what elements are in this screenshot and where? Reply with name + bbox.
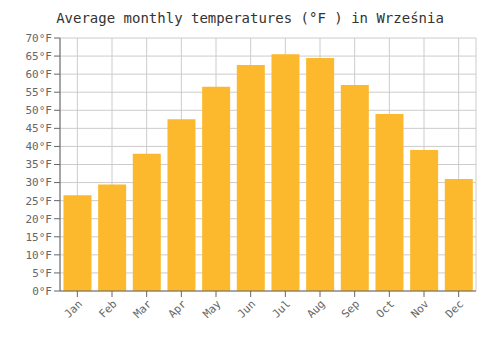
svg-text:Dec: Dec bbox=[443, 297, 466, 320]
svg-text:30°F: 30°F bbox=[26, 176, 53, 189]
svg-text:Aug: Aug bbox=[304, 297, 327, 320]
svg-text:70°F: 70°F bbox=[26, 32, 53, 45]
svg-text:55°F: 55°F bbox=[26, 86, 53, 99]
svg-text:May: May bbox=[200, 297, 224, 321]
svg-text:45°F: 45°F bbox=[26, 122, 53, 135]
svg-text:65°F: 65°F bbox=[26, 50, 53, 63]
svg-text:20°F: 20°F bbox=[26, 213, 53, 226]
svg-text:Jun: Jun bbox=[235, 297, 258, 320]
svg-text:Oct: Oct bbox=[374, 297, 397, 320]
svg-text:Jan: Jan bbox=[62, 297, 85, 320]
html-text:Average monthly temperatures (: Average monthly temperatures (°F ) in Wr… bbox=[56, 10, 444, 26]
svg-text:15°F: 15°F bbox=[26, 231, 53, 244]
svg-text:Mar: Mar bbox=[131, 297, 155, 321]
svg-text:Apr: Apr bbox=[166, 297, 190, 321]
svg-text:40°F: 40°F bbox=[26, 140, 53, 153]
svg-text:25°F: 25°F bbox=[26, 195, 53, 208]
svg-text:Jul: Jul bbox=[270, 297, 293, 320]
svg-text:50°F: 50°F bbox=[26, 104, 53, 117]
svg-text:5°F: 5°F bbox=[32, 267, 52, 280]
svg-text:35°F: 35°F bbox=[26, 158, 53, 171]
svg-text:0°F: 0°F bbox=[32, 285, 52, 298]
svg-text:Sep: Sep bbox=[339, 297, 362, 320]
svg-text:Feb: Feb bbox=[96, 297, 119, 320]
svg-text:10°F: 10°F bbox=[26, 249, 53, 262]
svg-text:Nov: Nov bbox=[408, 297, 432, 321]
svg-text:60°F: 60°F bbox=[26, 68, 53, 81]
